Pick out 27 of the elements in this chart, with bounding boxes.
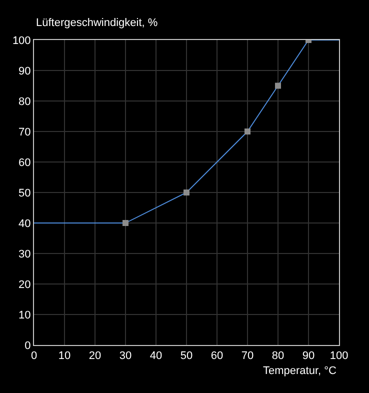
y-axis-title: Lüftergeschwindigkeit, % [36,17,158,29]
x-tick-label: 60 [210,350,224,362]
point [122,220,128,226]
x-tick-label: 80 [272,350,284,362]
point [184,190,190,196]
x-axis-title: Temperatur, °C [263,365,337,377]
x-tick-label: 10 [58,350,71,362]
y-tick-label: 40 [18,218,31,230]
x-tick-label: 50 [180,350,193,362]
x-tick-label: 100 [330,350,348,362]
point [275,82,281,89]
y-tick-label: 100 [12,34,31,47]
x-tick-label: 90 [302,350,315,362]
x-tick-label: 40 [150,350,162,362]
y-tick-label: 10 [18,309,31,322]
y-tick-label: 70 [18,126,31,138]
x-tick-label: 30 [119,350,132,362]
y-tick-label: 60 [18,156,31,169]
y-tick-label: 80 [18,96,31,108]
y-tick-label: 0 [24,340,31,352]
x-tick-label: 70 [241,350,254,362]
x-tick-label: 20 [88,350,102,362]
y-tick-label: 50 [18,187,31,200]
y-tick-label: 20 [18,278,31,291]
point [244,128,250,134]
y-tick-label: 30 [18,248,31,260]
y-tick-label: 90 [18,65,31,78]
